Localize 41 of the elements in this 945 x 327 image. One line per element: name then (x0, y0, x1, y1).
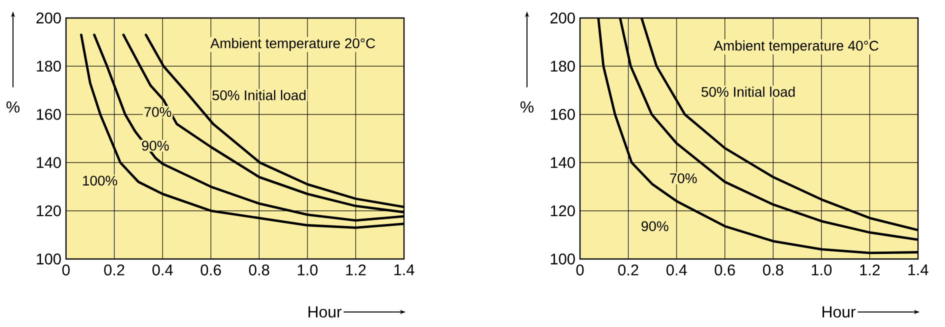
x-tick-label: 0.8 (763, 264, 784, 276)
x-tick-label: 1.4 (394, 264, 414, 276)
y-tick-label: 140 (550, 157, 575, 168)
x-tick-label: 1.2 (860, 264, 880, 276)
y-tick-label: 140 (36, 157, 61, 168)
x-tick-label: 0.8 (249, 264, 270, 276)
annotation: 70% (670, 173, 697, 184)
y-tick-label: 180 (36, 60, 61, 72)
annotation: 70% (144, 107, 172, 117)
y-tick-label: 200 (550, 12, 575, 24)
x-tick-label: 0.6 (200, 264, 221, 276)
annotation: Ambient temperature 20°C (210, 38, 376, 52)
x-tick-label: 0 (62, 264, 70, 276)
y-tick-label: 100 (36, 254, 61, 264)
x-axis-title: Hour (308, 306, 342, 318)
y-axis-title: % (520, 101, 534, 113)
x-tick-label: 0.2 (618, 264, 638, 276)
annotation: 50% Initial load (212, 90, 306, 100)
x-tick-label: 0.4 (152, 264, 173, 276)
x-tick-label: 1.0 (812, 264, 832, 276)
y-tick-label: 160 (36, 108, 61, 120)
y-tick-label: 100 (550, 254, 575, 264)
annotation: 100% (83, 176, 118, 186)
y-tick-label: 120 (36, 205, 61, 216)
x-tick-label: 0.4 (666, 264, 687, 276)
annotation: Ambient temperature 40°C (714, 40, 878, 54)
x-tick-label: 0.6 (714, 264, 735, 276)
x-tick-label: 0 (576, 264, 584, 276)
annotation: 90% (642, 221, 668, 232)
x-tick-label: 1.2 (346, 264, 366, 276)
x-tick-label: 1.0 (298, 264, 318, 276)
y-tick-label: 200 (36, 12, 61, 24)
annotation: 90% (142, 140, 169, 151)
x-tick-label: 0.2 (104, 264, 124, 276)
x-axis-title: Hour (822, 306, 856, 318)
y-axis-title: % (6, 101, 20, 113)
x-tick-label: 1.4 (908, 264, 928, 276)
annotation: 50% Initial load (702, 86, 795, 97)
y-tick-label: 160 (550, 108, 575, 120)
y-tick-label: 120 (550, 205, 575, 216)
y-tick-label: 180 (550, 60, 575, 72)
